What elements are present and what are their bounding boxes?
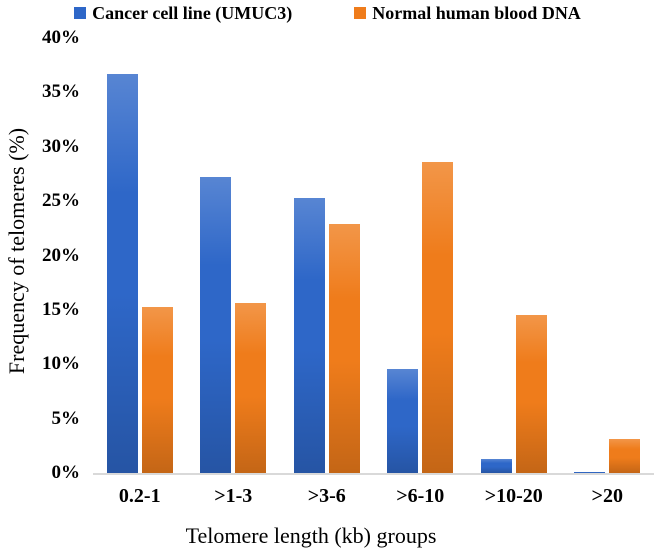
bar-series2	[141, 306, 173, 474]
y-tick-label: 40%	[42, 27, 80, 48]
plot-area	[93, 38, 654, 475]
bar-series1	[200, 177, 232, 473]
legend-item-series1: Cancer cell line (UMUC3)	[74, 2, 292, 24]
x-axis-tick-labels: 0.2-1 >1-3 >3-6 >6-10 >10-20 >20	[93, 484, 654, 508]
x-tick-label: >1-3	[214, 485, 253, 507]
y-tick-label: 0%	[51, 462, 81, 483]
x-tick-label: >10-20	[484, 485, 543, 507]
bar-series2	[235, 303, 267, 473]
bar-group	[561, 38, 655, 474]
x-tick-label: >3-6	[307, 485, 346, 507]
bar-group	[280, 38, 374, 474]
y-tick-label: 10%	[42, 353, 80, 375]
x-tick-label: >20	[591, 485, 623, 507]
bar-series1	[106, 73, 138, 474]
y-tick-label: 20%	[42, 244, 80, 266]
y-tick-label: 5%	[51, 407, 81, 429]
x-axis-title: Telomere length (kb) groups	[185, 523, 437, 548]
legend-swatch-icon	[354, 7, 367, 19]
x-tick-label: 0.2-1	[118, 485, 161, 507]
bar-series1	[387, 368, 419, 474]
bar-group	[93, 38, 187, 474]
legend: Cancer cell line (UMUC3) Normal human blo…	[0, 2, 655, 24]
bar-series2	[328, 223, 360, 474]
legend-item-series2: Normal human blood DNA	[354, 2, 581, 24]
y-axis-ticks: 0% 5% 10% 15% 20% 25% 30% 35% 40%	[0, 27, 84, 483]
bar-series2	[609, 439, 641, 473]
bar-series1	[574, 471, 606, 474]
y-tick-label: 30%	[42, 135, 80, 157]
bar-group	[187, 38, 281, 473]
x-tick-label: >6-10	[396, 485, 445, 507]
bar-group	[374, 38, 468, 474]
bar-series1	[293, 197, 325, 474]
y-tick-label: 35%	[42, 81, 80, 103]
bar-series1	[480, 458, 512, 474]
legend-label: Normal human blood DNA	[372, 3, 581, 23]
y-tick-label: 15%	[42, 298, 80, 320]
y-tick-label: 25%	[42, 190, 80, 212]
bar-group	[467, 38, 561, 474]
bar-series2	[515, 315, 547, 473]
legend-label: Cancer cell line (UMUC3)	[92, 3, 293, 23]
legend-swatch-icon	[74, 7, 87, 19]
bar-series2	[422, 161, 454, 474]
